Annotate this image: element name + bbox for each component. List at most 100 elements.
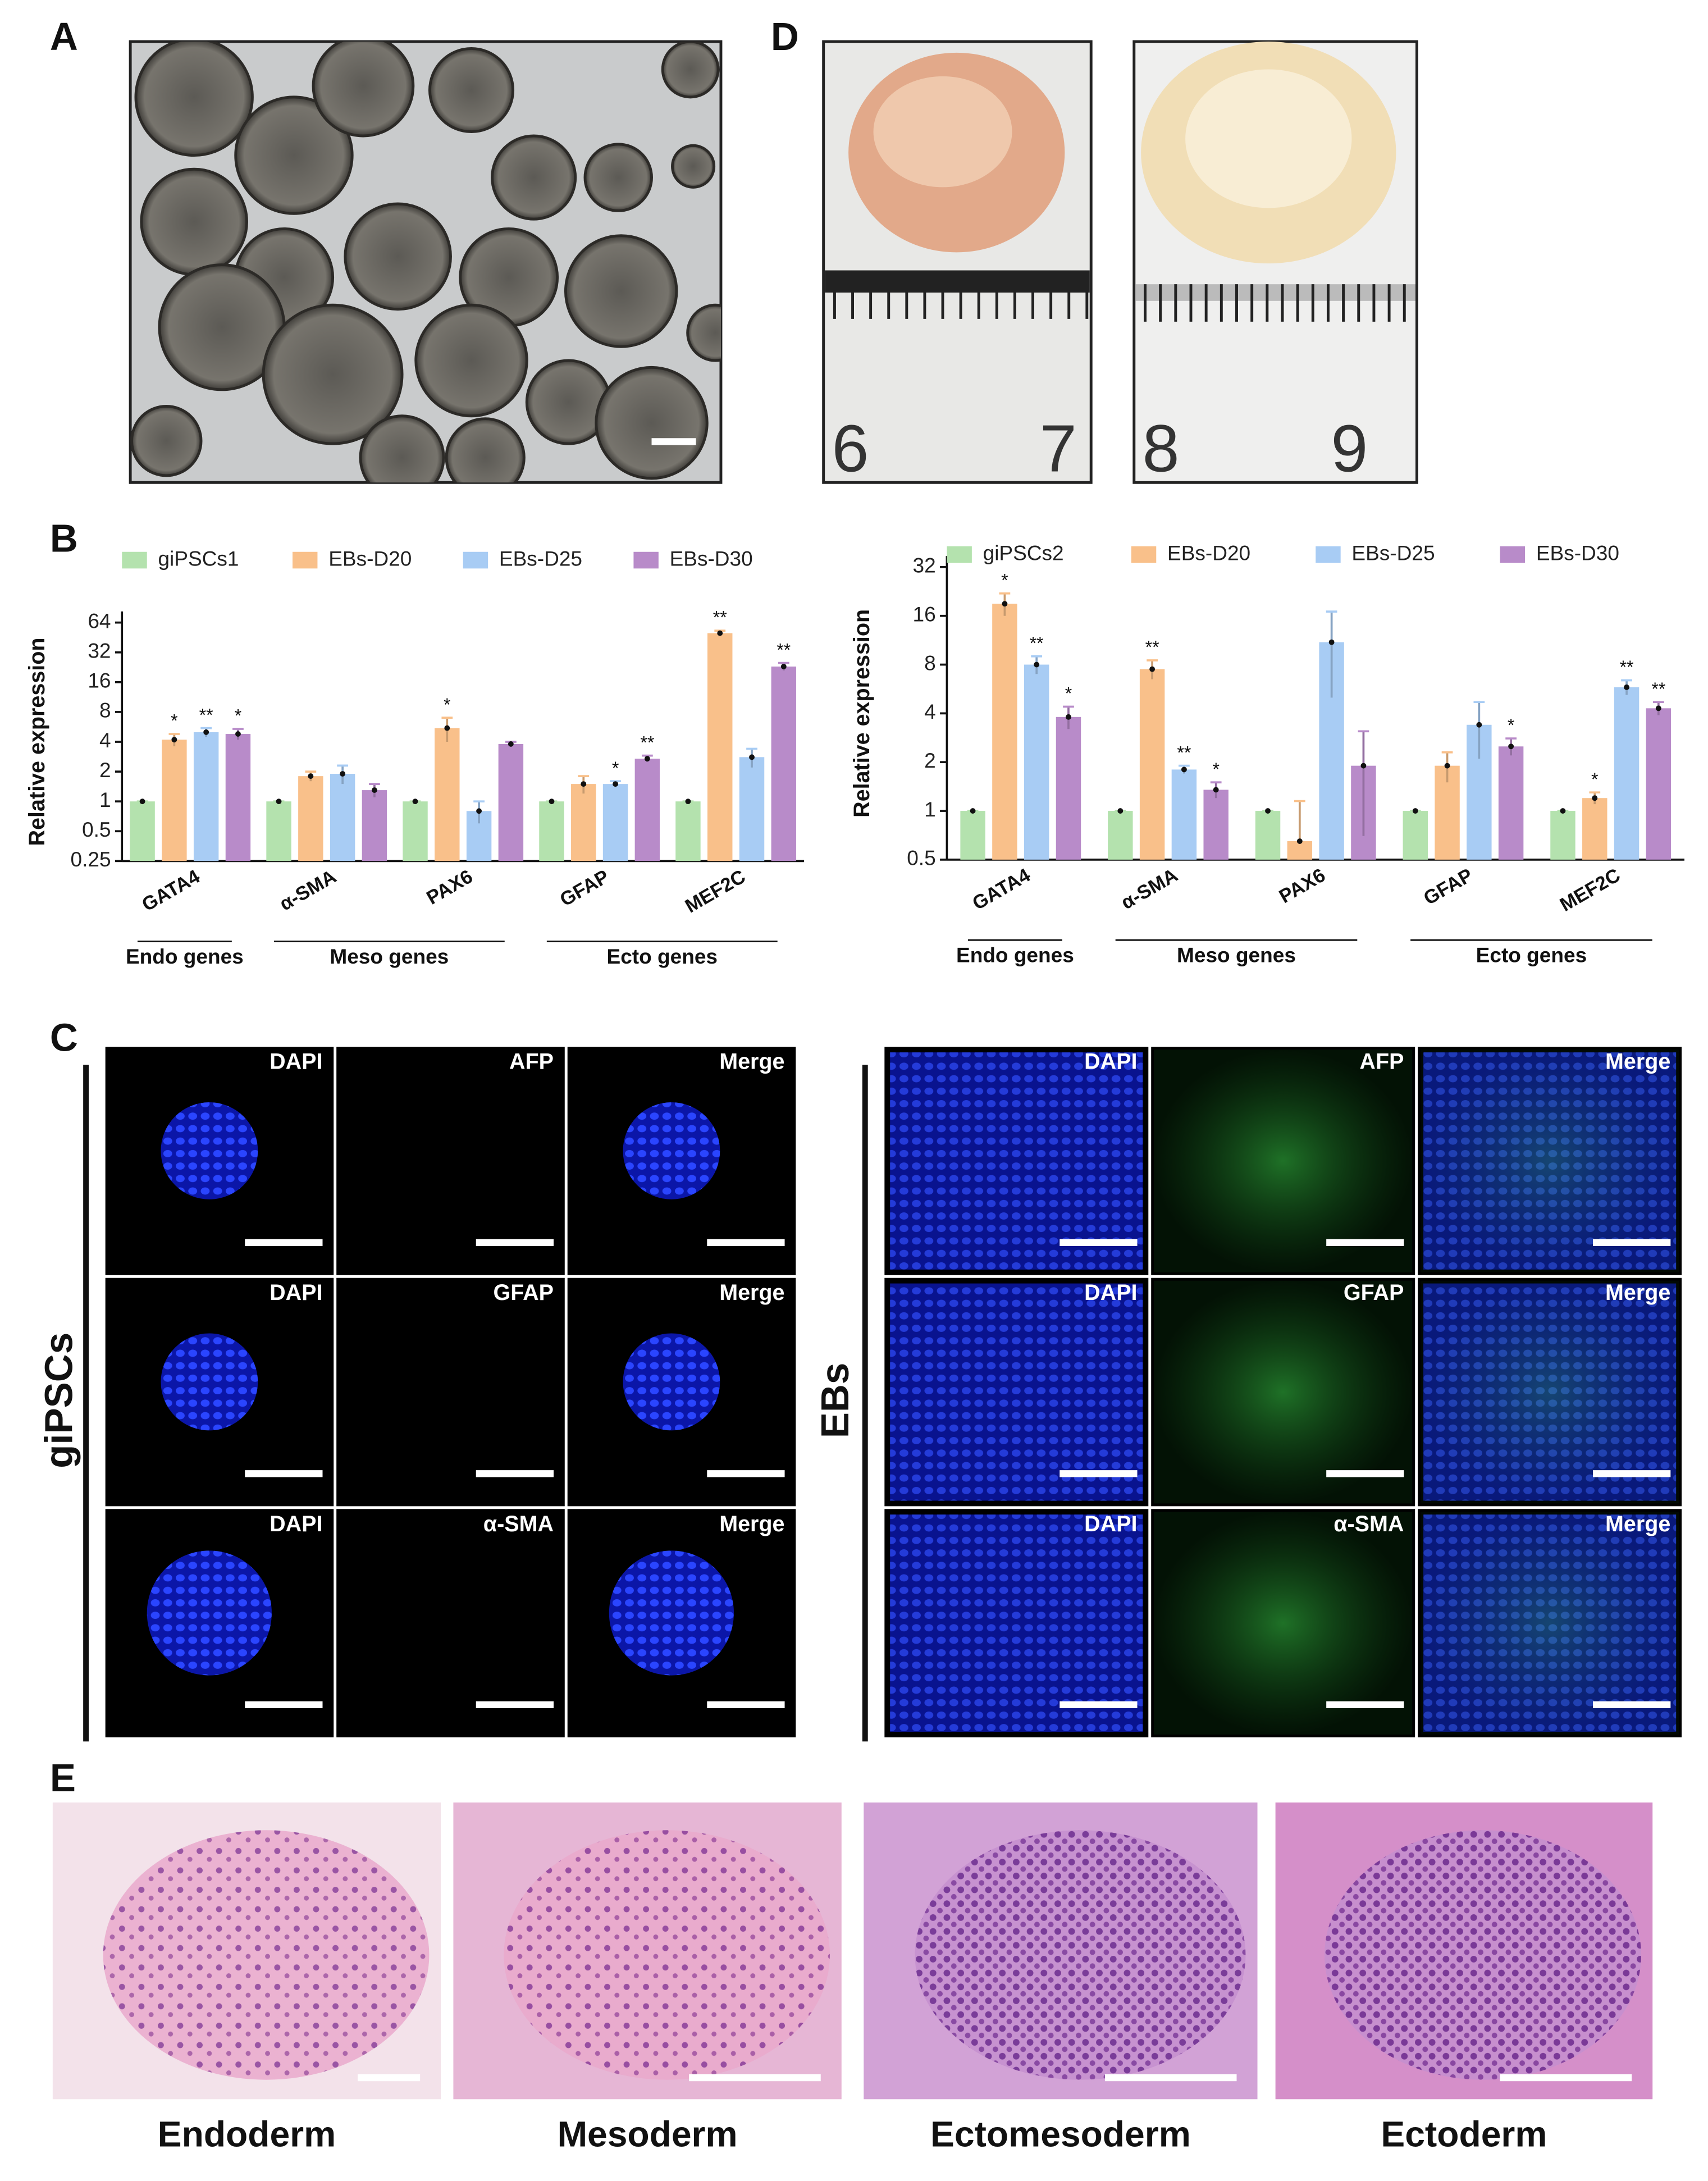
bar-top-dot: [1002, 601, 1008, 607]
channel-label: Merge: [1605, 1280, 1670, 1305]
scale-bar: [707, 1239, 785, 1246]
bar-top-dot: [308, 773, 314, 779]
legend-label: EBs-D30: [1536, 541, 1619, 564]
bar-top-dot: [1117, 808, 1124, 814]
nucleus-cluster: [147, 1550, 272, 1676]
y-tick-label: 8: [924, 651, 936, 674]
panel-c-immunofluorescence: giPSCs EBs DAPI AFP Merge DAPI GFAP Merge DAPI…: [36, 1047, 1682, 1742]
significance: **: [777, 640, 791, 660]
bar-top-dot: [235, 731, 241, 737]
significance: *: [1001, 570, 1008, 590]
marker-signal: [1154, 1050, 1413, 1272]
y-tick-label: 0.5: [907, 846, 935, 870]
bar-top-dot: [581, 781, 587, 787]
marker-signal: [1421, 1512, 1679, 1735]
embryoid-bodies: [130, 42, 721, 483]
bar-top-dot: [203, 729, 209, 735]
y-tick-label: 4: [99, 728, 111, 752]
channel-label: Merge: [719, 1512, 784, 1536]
significance: *: [1508, 715, 1514, 736]
bar-top-dot: [1296, 838, 1303, 844]
scale-bar: [689, 2074, 821, 2082]
scale-bar: [1059, 1239, 1138, 1246]
embryoid-body: [312, 42, 415, 138]
channel-label: AFP: [1359, 1050, 1404, 1074]
micrograph: [336, 1277, 565, 1507]
group-label: Endo genes: [956, 943, 1074, 967]
y-tick-label: 16: [912, 603, 935, 626]
scale-bar: [1326, 1470, 1404, 1477]
channel-label: Merge: [1605, 1512, 1670, 1536]
bar: [435, 728, 460, 861]
bar: [571, 784, 596, 861]
bar: [1287, 841, 1313, 860]
bar: [1646, 708, 1672, 860]
marker-signal: [1421, 1050, 1679, 1272]
layer-label: Mesoderm: [558, 2114, 738, 2154]
channel-label: GFAP: [493, 1280, 554, 1305]
scale-bar: [707, 1470, 785, 1477]
legend-label: EBs-D20: [1167, 541, 1250, 564]
bar-top-dot: [1181, 766, 1187, 773]
scale-bar: [245, 1701, 323, 1709]
bar-top-dot: [371, 787, 377, 793]
legend-swatch: [633, 551, 659, 569]
bar: [362, 790, 387, 861]
bar-top-dot: [1034, 661, 1040, 668]
rulers: [825, 270, 1416, 322]
group-label: EBs: [813, 1363, 857, 1438]
bar: [225, 734, 251, 861]
bar-top-dot: [508, 741, 514, 747]
micrograph: [336, 1509, 565, 1737]
scale-bar: [1593, 1239, 1671, 1246]
bar-top-dot: [1360, 763, 1367, 769]
panel-label: D: [771, 15, 799, 58]
bar-top-dot: [613, 781, 618, 787]
y-tick-label: 2: [99, 758, 111, 782]
tissue: [1324, 1830, 1642, 2080]
tissue-highlight: [1185, 69, 1352, 208]
x-tick-label: GATA4: [969, 864, 1035, 914]
micrograph: [336, 1047, 565, 1275]
group-label: Ecto genes: [607, 945, 718, 968]
embryoid-body: [359, 414, 445, 483]
group-bar: [83, 1065, 89, 1742]
y-tick-label: 16: [88, 669, 111, 692]
ruler-label: 8: [1143, 412, 1180, 486]
significance: *: [1591, 769, 1598, 790]
embryoid-body: [671, 144, 716, 189]
embryoid-body: [262, 303, 404, 445]
bar: [1203, 790, 1229, 860]
y-tick-label: 64: [88, 609, 111, 632]
bar: [1056, 717, 1081, 860]
bar-top-dot: [171, 737, 177, 743]
significance: *: [235, 706, 241, 726]
legend-label: EBs-D25: [1351, 541, 1435, 564]
scale-bar: [651, 438, 696, 445]
layer-label: Ectoderm: [1381, 2114, 1547, 2154]
bar: [1582, 798, 1607, 860]
embryoid-body: [134, 42, 254, 157]
significance: *: [1212, 759, 1219, 779]
bar-top-dot: [1066, 714, 1071, 720]
y-axis-label: Relative expression: [850, 609, 874, 818]
significance: **: [713, 608, 727, 628]
bar: [1550, 811, 1575, 860]
x-tick-label: α-SMA: [276, 866, 340, 915]
scale-bar: [358, 2074, 421, 2082]
significance: *: [1065, 683, 1072, 704]
tissue: [915, 1830, 1246, 2080]
scale-bar: [707, 1701, 785, 1709]
channel-label: GFAP: [1344, 1280, 1404, 1305]
legend-swatch: [947, 546, 972, 563]
ruler-label: 9: [1331, 412, 1368, 486]
group-bar: [862, 1065, 868, 1742]
group-label: Endo genes: [126, 945, 244, 968]
panel-letters: A B C D E: [50, 15, 799, 1800]
scale-bar: [1104, 2074, 1237, 2082]
bar: [771, 667, 797, 861]
ruler-label: 7: [1040, 412, 1077, 486]
bar-top-dot: [1655, 705, 1661, 711]
bar: [1614, 687, 1640, 860]
y-tick-label: 0.25: [70, 847, 111, 871]
